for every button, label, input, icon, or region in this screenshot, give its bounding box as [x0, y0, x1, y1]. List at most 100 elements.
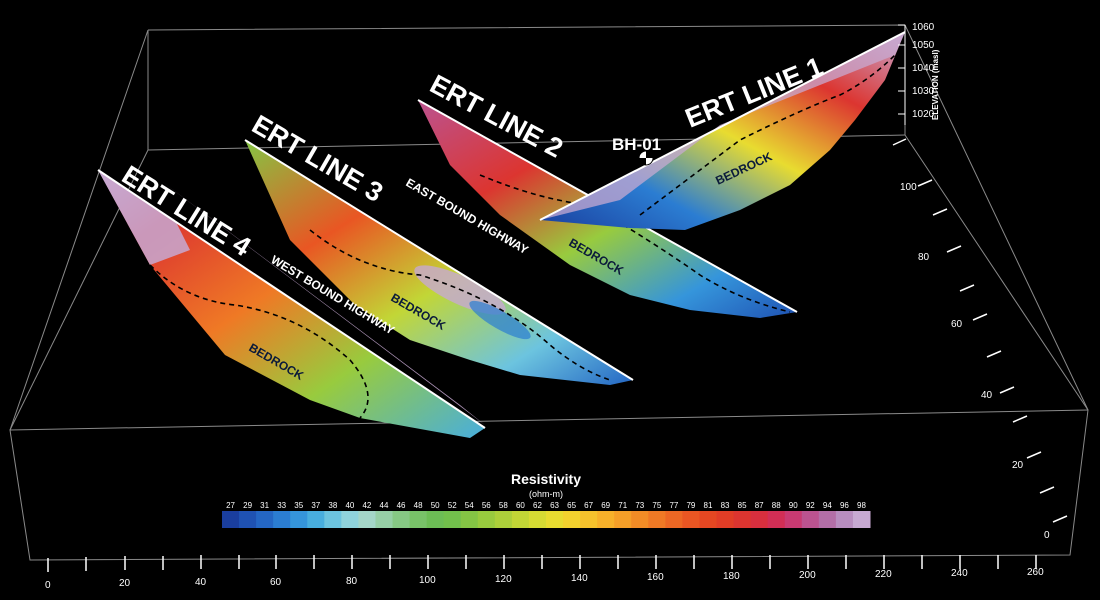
legend-value: 50: [431, 501, 440, 510]
legend-value: 96: [840, 501, 849, 510]
bottom-axis-tick: 200: [799, 570, 816, 581]
bottom-axis-tick: 60: [270, 577, 282, 588]
legend-value: 94: [823, 501, 832, 510]
legend-swatch: [460, 511, 479, 528]
elev-tick: 1020: [912, 109, 935, 120]
legend-value: 40: [345, 501, 354, 510]
legend-value: 33: [277, 501, 286, 510]
legend-swatch: [597, 511, 615, 528]
legend-swatch: [563, 511, 581, 528]
legend-swatch: [426, 511, 445, 528]
bottom-axis-tick: 120: [495, 574, 512, 585]
legend-value: 79: [686, 501, 695, 510]
bottom-axis-tick: 240: [951, 568, 968, 579]
bottom-axis-tick: 140: [571, 573, 588, 584]
legend-swatch: [750, 511, 769, 528]
elev-tick: 1060: [912, 22, 935, 33]
legend-swatch: [256, 511, 274, 528]
legend-value: 88: [772, 501, 781, 510]
legend-value: 54: [465, 501, 474, 510]
legend-value: 77: [669, 501, 678, 510]
legend-value: 62: [533, 501, 542, 510]
legend-value: 81: [704, 501, 713, 510]
legend-value: 29: [243, 501, 252, 510]
legend-swatch: [580, 511, 598, 528]
legend-value: 48: [414, 501, 423, 510]
legend-swatch: [852, 511, 871, 528]
legend-swatch: [733, 511, 752, 528]
legend-value: 69: [601, 501, 610, 510]
bottom-axis-ticks: [47, 555, 1037, 572]
borehole-label: BH-01: [612, 135, 661, 154]
legend-value: 65: [567, 501, 576, 510]
legend-value: 63: [550, 501, 559, 510]
legend-value: 44: [380, 501, 389, 510]
legend-swatch: [665, 511, 683, 528]
legend-value: 92: [806, 501, 815, 510]
ert-line-1-section: [539, 31, 906, 230]
ert-line-4-section: [97, 169, 486, 438]
legend-swatch: [443, 511, 462, 528]
right-axis-ticks: [892, 138, 1068, 523]
legend-swatch: [392, 511, 411, 528]
legend-swatch: [307, 511, 325, 528]
legend-swatch: [648, 511, 666, 528]
legend-value: 46: [397, 501, 406, 510]
legend-swatch: [528, 511, 547, 528]
bottom-axis-tick: 40: [195, 577, 207, 588]
legend-value: 52: [448, 501, 457, 510]
legend-title: Resistivity: [511, 471, 581, 487]
legend-value-labels: 27 29 31 33 35 37 38 40 42 44 46 48 50 52 54 56 58 60 62 63…: [226, 501, 866, 510]
legend-swatch: [767, 511, 786, 528]
legend-swatch: [341, 511, 359, 528]
legend-swatch: [614, 511, 632, 528]
legend-swatch: [784, 511, 803, 528]
right-axis-tick: 40: [981, 390, 993, 401]
legend-swatch: [511, 511, 530, 528]
bottom-axis-tick: 180: [723, 571, 740, 582]
legend-value: 71: [618, 501, 627, 510]
ert-line-3-section: [244, 139, 634, 385]
legend-value: 56: [482, 501, 491, 510]
bottom-axis-tick: 20: [119, 578, 131, 589]
legend-swatch: [324, 511, 342, 528]
legend-value: 90: [789, 501, 798, 510]
elevation-axis: [898, 24, 906, 125]
legend-swatch: [290, 511, 308, 528]
bottom-axis-tick: 0: [45, 580, 51, 591]
legend-swatch: [818, 511, 837, 528]
legend-colorbar: [222, 511, 871, 528]
legend-swatch: [222, 511, 240, 528]
legend-value: 60: [516, 501, 525, 510]
legend-value: 35: [294, 501, 303, 510]
bottom-axis-tick: 260: [1027, 567, 1044, 578]
legend-swatch: [801, 511, 820, 528]
legend-value: 98: [857, 501, 866, 510]
right-axis-tick: 80: [918, 252, 930, 263]
legend-value: 75: [652, 501, 661, 510]
bottom-axis-tick: 100: [419, 575, 436, 586]
legend-value: 85: [738, 501, 747, 510]
legend-swatch: [409, 511, 428, 528]
legend-unit: (ohm-m): [529, 489, 563, 499]
legend-swatch: [375, 511, 394, 528]
legend-swatch: [477, 511, 496, 528]
elev-tick: 1050: [912, 40, 935, 51]
borehole-icon: [638, 150, 654, 166]
right-axis-tick: 0: [1044, 530, 1050, 541]
legend-value: 87: [755, 501, 764, 510]
right-axis-tick: 20: [1012, 460, 1024, 471]
bottom-axis-tick: 160: [647, 572, 664, 583]
legend-swatch: [682, 511, 700, 528]
legend-value: 27: [226, 501, 235, 510]
legend-value: 31: [260, 501, 269, 510]
elev-tick: 1040: [912, 63, 935, 74]
legend-value: 37: [311, 501, 320, 510]
legend-swatch: [835, 511, 854, 528]
legend-value: 73: [635, 501, 644, 510]
elevation-axis-title: ELEVATION (masl): [931, 49, 940, 120]
legend-value: 83: [721, 501, 730, 510]
legend-swatch: [239, 511, 257, 528]
bottom-axis-tick: 80: [346, 576, 358, 587]
